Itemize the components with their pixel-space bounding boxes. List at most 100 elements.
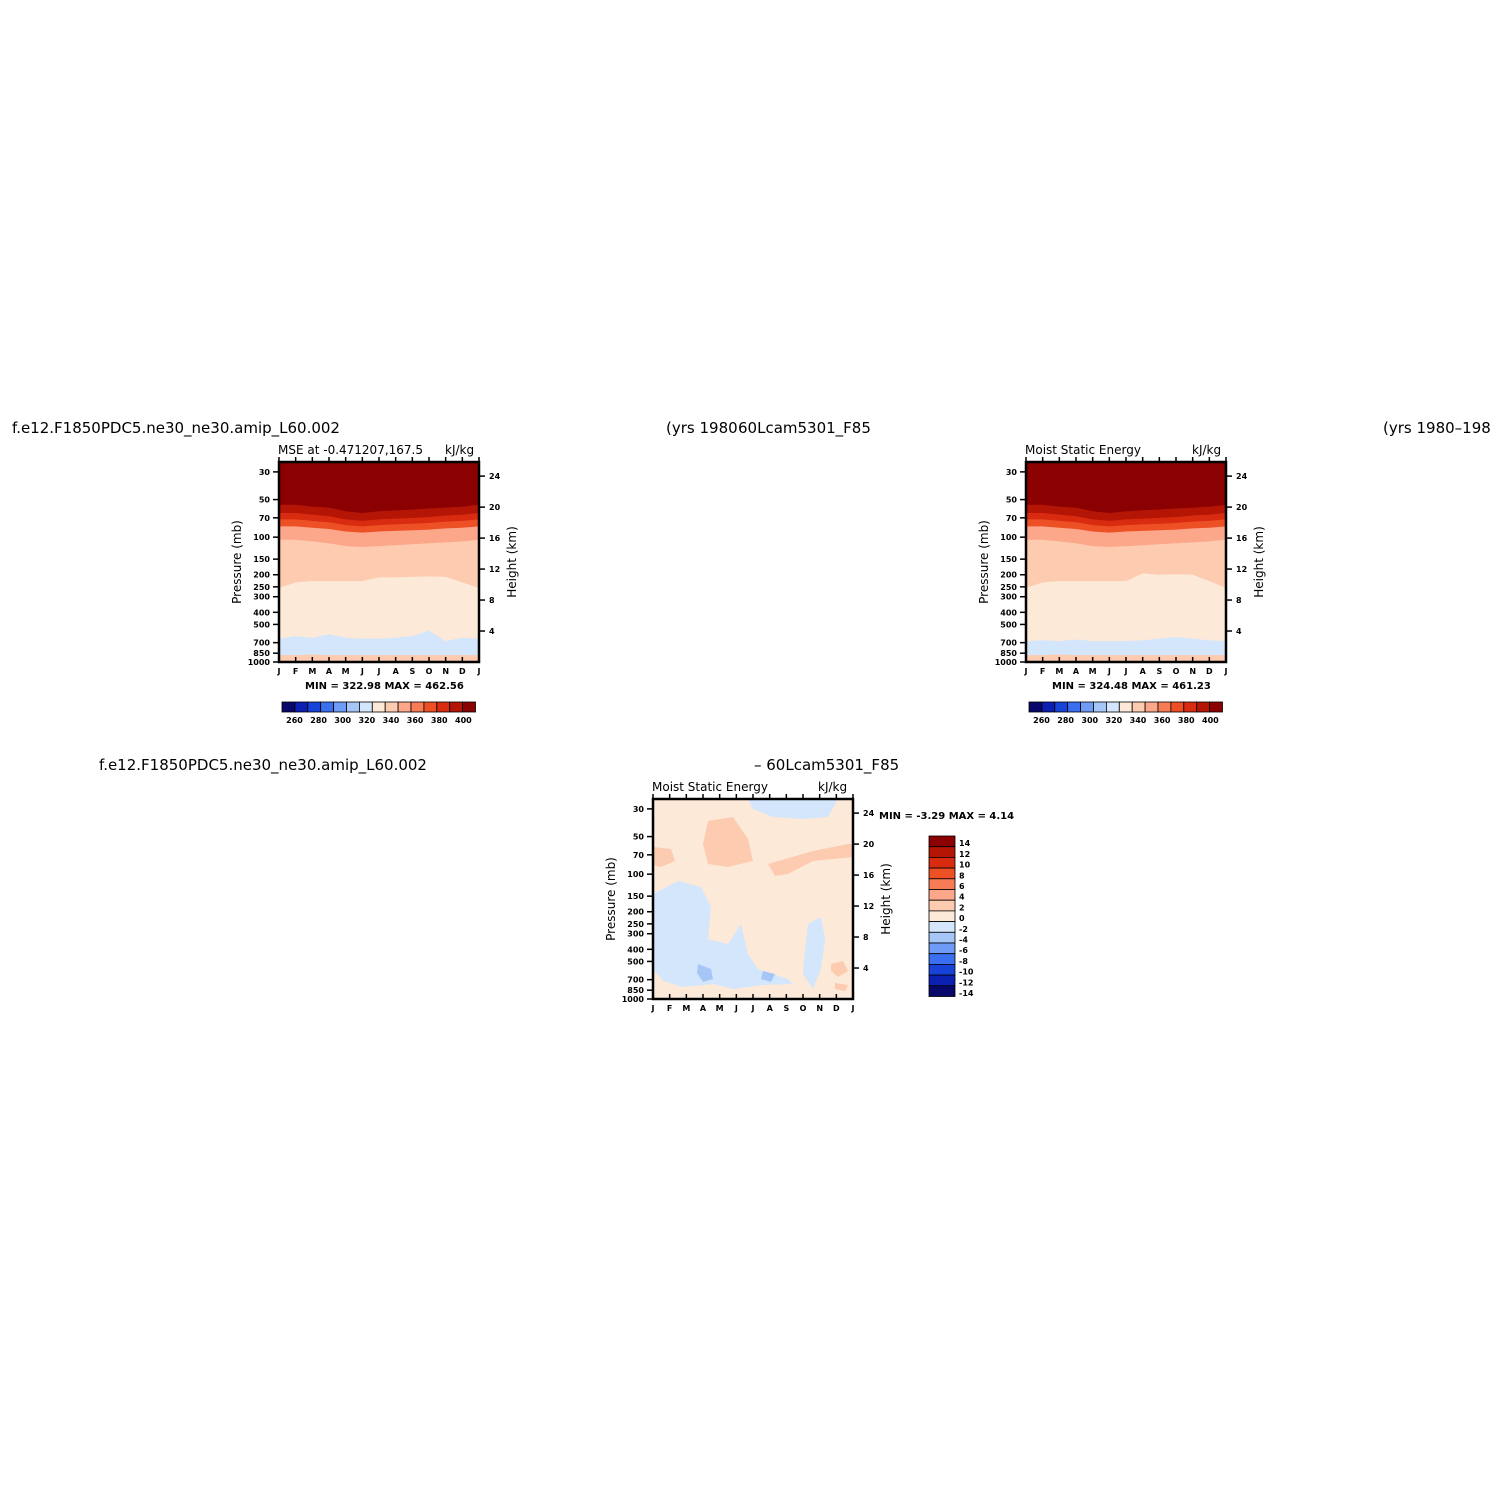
colorbar-label: 340 [1130, 716, 1147, 725]
y-tick-label: 50 [259, 496, 271, 505]
years-label-top-right: (yrs 1980–198 [1383, 419, 1491, 437]
x-tick-label: F [1040, 667, 1045, 676]
y-tick-label: 50 [1006, 496, 1018, 505]
x-tick-label: M [716, 1004, 724, 1013]
y-tick-label: 400 [627, 945, 644, 954]
colorbar-label: 280 [1057, 716, 1074, 725]
colorbar-label: 400 [455, 716, 472, 725]
y2-tick-label: 12 [489, 565, 500, 574]
colorbar-swatch [307, 701, 322, 713]
y-tick-label: 200 [627, 908, 644, 917]
y2-tick-label: 24 [1236, 472, 1248, 481]
y-tick-label: 1000 [622, 995, 645, 1004]
y-tick-label: 70 [259, 514, 271, 523]
x-tick-label: A [393, 667, 400, 676]
diff-contour [703, 817, 753, 867]
y-tick-label: 30 [259, 468, 271, 477]
y-axis-label: Pressure (mb) [977, 520, 991, 604]
x-tick-label: J [477, 667, 481, 676]
panel3-units: kJ/kg [818, 780, 848, 794]
y-tick-label: 150 [627, 892, 644, 901]
diff-contour [761, 971, 775, 982]
panel1-plot: J F M A M J J A S O N D J305070100150200250300400500… [230, 457, 519, 676]
colorbar-label: -10 [959, 968, 974, 977]
colorbar-swatch [436, 701, 451, 713]
x-tick-label: N [816, 1004, 823, 1013]
case-title-top-right: 60Lcam5301_F85 [738, 419, 871, 437]
colorbar-swatch [1183, 701, 1198, 713]
colorbar-swatch [1209, 701, 1223, 713]
colorbar-swatch [928, 985, 956, 997]
colorbar-label: -4 [959, 936, 968, 945]
colorbar-swatch [928, 835, 956, 848]
x-tick-label: S [783, 1004, 789, 1013]
years-label-top-left: (yrs 1980 [666, 419, 738, 437]
y-tick-label: 200 [1000, 571, 1017, 580]
x-tick-label: M [682, 1004, 690, 1013]
x-tick-label: M [1055, 667, 1063, 676]
colorbar-label: 380 [431, 716, 448, 725]
y-tick-label: 400 [253, 608, 270, 617]
colorbar-swatch [1067, 701, 1082, 713]
colorbar-swatch [371, 701, 386, 713]
x-tick-label: O [426, 667, 433, 676]
x-tick-label: A [700, 1004, 707, 1013]
diff-contour [831, 961, 848, 977]
x-tick-label: S [409, 667, 415, 676]
y-tick-label: 200 [253, 571, 270, 580]
colorbar-swatch [423, 701, 438, 713]
y-axis-label: Pressure (mb) [230, 520, 244, 604]
colorbar-label: -6 [959, 946, 968, 955]
colorbar-swatch [928, 942, 956, 955]
x-tick-label: S [1156, 667, 1162, 676]
contour-layer [1026, 462, 1226, 513]
x-tick-label: J [851, 1004, 855, 1013]
colorbar-swatch [928, 963, 956, 976]
y2-tick-label: 20 [1236, 503, 1248, 512]
y-tick-label: 70 [633, 851, 645, 860]
y2-tick-label: 20 [489, 503, 501, 512]
panel1-minmax: MIN = 322.98 MAX = 462.56 [305, 681, 464, 692]
colorbar-label: -8 [959, 957, 968, 966]
panel1-units: kJ/kg [445, 443, 475, 457]
panel2-minmax: MIN = 324.48 MAX = 461.23 [1052, 681, 1211, 692]
x-tick-label: M [1089, 667, 1097, 676]
y-tick-label: 700 [627, 976, 644, 985]
y-tick-label: 1000 [995, 658, 1018, 667]
case-title-bottom-b: – 60Lcam5301_F85 [754, 756, 900, 774]
diff-contour [653, 847, 675, 867]
colorbar-swatch [462, 701, 476, 713]
y-tick-label: 100 [253, 533, 270, 542]
x-tick-label: M [342, 667, 350, 676]
x-tick-label: J [1024, 667, 1028, 676]
x-tick-label: J [1124, 667, 1128, 676]
x-tick-label: J [377, 667, 381, 676]
y2-axis-label: Height (km) [879, 863, 893, 934]
y2-tick-label: 16 [489, 534, 501, 543]
colorbar-swatch [1144, 701, 1159, 713]
diff-contour [803, 917, 825, 989]
y2-tick-label: 8 [489, 596, 495, 605]
colorbar-swatch [1157, 701, 1172, 713]
colorbar-swatch [928, 899, 956, 912]
diff-contour [653, 881, 793, 989]
y-tick-label: 850 [253, 649, 270, 658]
y2-tick-label: 4 [1236, 627, 1242, 636]
y2-axis-label: Height (km) [505, 526, 519, 597]
diff-contour [697, 964, 713, 982]
colorbar-label: 14 [959, 839, 971, 848]
colorbar-swatch [1106, 701, 1120, 713]
y-tick-label: 250 [627, 920, 644, 929]
x-tick-label: F [667, 1004, 672, 1013]
colorbar-swatch [359, 701, 373, 713]
x-tick-label: J [277, 667, 281, 676]
x-tick-label: O [1173, 667, 1180, 676]
y-tick-label: 250 [253, 583, 270, 592]
case-title-bottom-a: f.e12.F1850PDC5.ne30_ne30.amip_L60.002 [99, 756, 427, 774]
colorbar-swatch [384, 701, 399, 713]
colorbar-label: 340 [383, 716, 400, 725]
y-tick-label: 100 [627, 870, 644, 879]
colorbar-label: 400 [1202, 716, 1219, 725]
diff-contour [835, 983, 848, 991]
colorbar-swatch [1028, 701, 1043, 713]
